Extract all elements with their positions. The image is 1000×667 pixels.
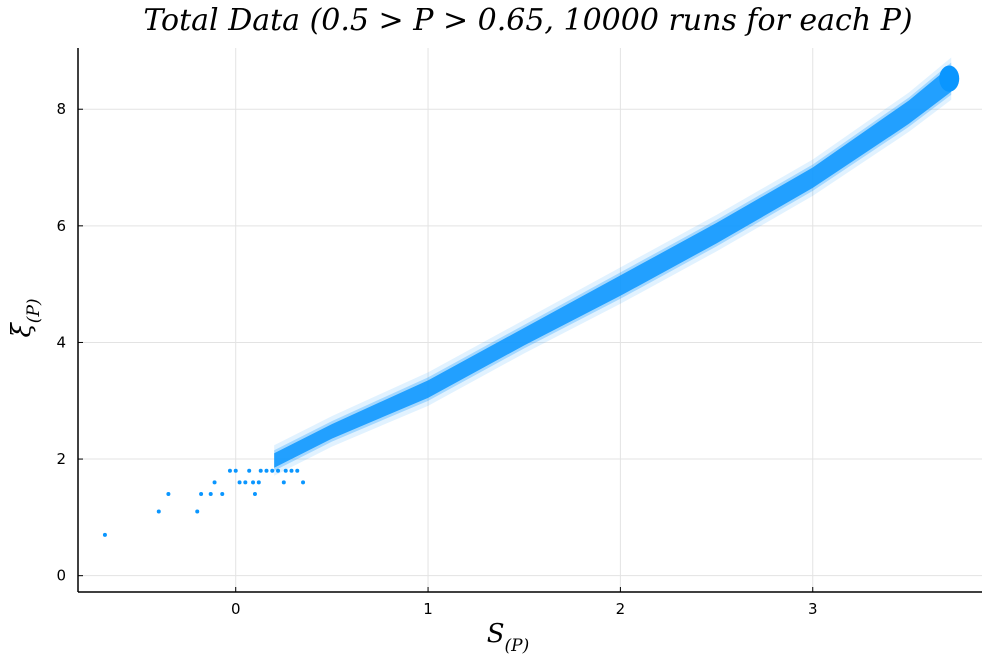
scatter-point (237, 480, 242, 485)
band-core (274, 65, 952, 468)
scatter-point (295, 468, 300, 473)
dense-point-band (274, 57, 960, 476)
scatter-point (276, 468, 281, 473)
x-tick-label: 2 (616, 600, 626, 618)
scatter-point (270, 468, 275, 473)
y-tick-label: 4 (56, 333, 66, 351)
scatter-point (156, 509, 161, 514)
scatter-point (233, 468, 238, 473)
scatter-point (247, 468, 252, 473)
x-axis-label-subscript: (P) (505, 636, 530, 656)
scatter-point (199, 492, 204, 497)
scatter-point (243, 480, 248, 485)
scatter-point (227, 468, 232, 473)
scatter-points (102, 468, 306, 537)
x-tick-label: 1 (423, 600, 433, 618)
scatter-point (208, 492, 213, 497)
chart-title: Total Data (0.5 > P > 0.65, 10000 runs f… (143, 3, 912, 38)
scatter-point (289, 468, 294, 473)
x-tick-label: 0 (231, 600, 241, 618)
scatter-point (166, 492, 171, 497)
scatter-point (212, 480, 217, 485)
x-tick-label: 3 (808, 600, 818, 618)
band-halo (274, 57, 952, 476)
scatter-point (264, 468, 269, 473)
scatter-point (220, 492, 225, 497)
scatter-point (252, 492, 257, 497)
scatter-point (281, 480, 286, 485)
y-tick-label: 0 (56, 567, 66, 585)
scatter-point (258, 468, 263, 473)
y-axis-label-main: ξ (7, 322, 37, 338)
scatter-point (195, 509, 200, 514)
y-axis-label: ξ(P) (7, 298, 44, 337)
y-tick-label: 2 (56, 450, 66, 468)
x-tick-labels: 0 1 2 3 (231, 587, 818, 618)
grid-lines (78, 48, 982, 592)
x-axis-label: S(P) (487, 619, 530, 656)
scatter-point (102, 532, 107, 537)
y-tick-labels: 0 2 4 6 8 (56, 100, 83, 585)
band-end-cap (939, 65, 960, 92)
y-tick-label: 8 (56, 100, 66, 118)
scatter-point (256, 480, 261, 485)
x-axis-label-main: S (487, 619, 505, 649)
y-axis-label-subscript: (P) (24, 298, 44, 323)
scatter-point (301, 480, 306, 485)
y-tick-label: 6 (56, 217, 66, 235)
scatter-point (283, 468, 288, 473)
scatter-point (251, 480, 256, 485)
